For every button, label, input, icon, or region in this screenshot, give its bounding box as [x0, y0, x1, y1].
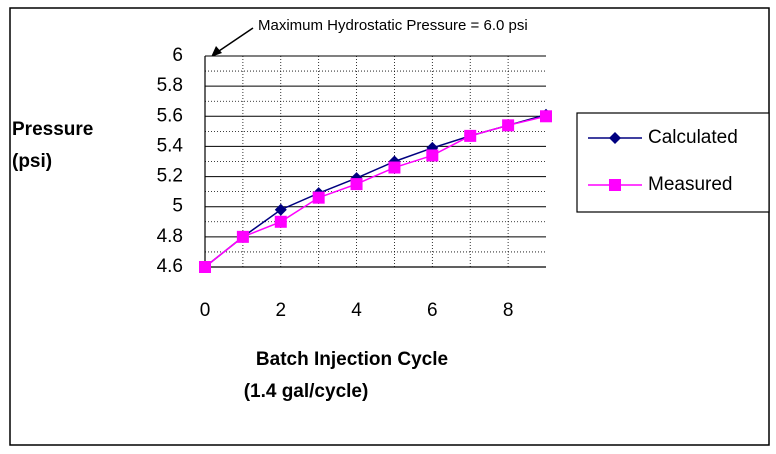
- y-tick-label: 6: [172, 45, 183, 66]
- legend-label: Calculated: [648, 127, 738, 148]
- marker: [426, 149, 439, 162]
- x-tick-label: 0: [200, 300, 211, 321]
- marker: [350, 178, 363, 191]
- marker: [312, 191, 325, 204]
- marker: [609, 132, 621, 144]
- y-tick-label: 4.6: [157, 256, 183, 277]
- x-label: Batch Injection Cycle: [256, 349, 448, 370]
- marker: [236, 230, 249, 243]
- y-label: (psi): [12, 151, 52, 172]
- series-line: [204, 115, 547, 268]
- y-label: Pressure: [12, 119, 93, 140]
- y-tick-label: 5.2: [157, 166, 183, 187]
- x-tick-label: 6: [427, 300, 438, 321]
- legend-label: Measured: [648, 174, 733, 195]
- marker: [274, 203, 287, 216]
- y-tick-label: 5.8: [157, 75, 183, 96]
- marker: [274, 215, 287, 228]
- y-tick-label: 5.4: [157, 135, 184, 156]
- y-tick-label: 5.6: [157, 105, 183, 126]
- x-tick-label: 4: [351, 300, 362, 321]
- x-tick-label: 8: [503, 300, 514, 321]
- marker: [388, 161, 401, 174]
- arrow-head: [211, 46, 222, 57]
- annotation: Maximum Hydrostatic Pressure = 6.0 psi: [258, 17, 528, 34]
- x-tick-label: 2: [275, 300, 286, 321]
- marker: [540, 110, 552, 123]
- marker: [464, 129, 477, 142]
- annotation-arrow: [215, 27, 254, 54]
- plot-area: [205, 56, 546, 267]
- y-tick-label: 4.8: [157, 226, 183, 247]
- x-label: (1.4 gal/cycle): [244, 381, 369, 402]
- legend: [576, 112, 770, 213]
- marker: [502, 119, 515, 132]
- marker: [609, 179, 621, 191]
- y-tick-label: 5: [172, 196, 183, 217]
- marker: [199, 261, 211, 273]
